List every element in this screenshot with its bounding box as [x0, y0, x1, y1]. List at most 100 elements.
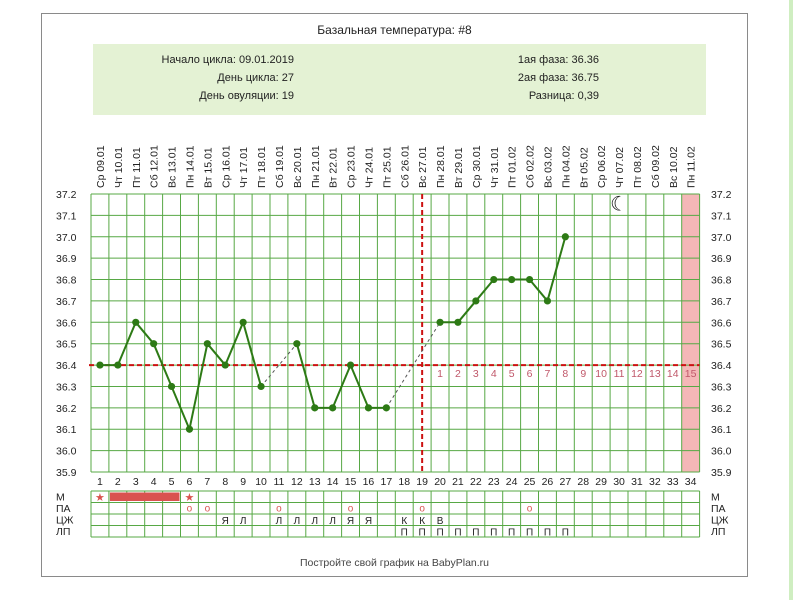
y-tick-label-right: 36.2 — [711, 403, 732, 415]
temperature-point — [132, 318, 140, 326]
pa-marker: o — [205, 503, 211, 514]
temperature-point — [364, 404, 373, 412]
phase2-day-number: 3 — [473, 368, 479, 380]
menstruation-bar — [109, 492, 180, 501]
phase1-label: 1ая фаза: 36.36 — [517, 54, 599, 66]
day-number-label: 31 — [631, 476, 643, 488]
temperature-point — [293, 340, 301, 348]
y-tick-label-left: 36.7 — [56, 296, 77, 308]
day-number-label: 7 — [204, 476, 210, 488]
phase2-day-number: 5 — [509, 368, 515, 380]
temperature-point — [508, 275, 516, 284]
y-tick-label-left: 36.3 — [56, 381, 77, 393]
date-tick-label: Сб 12.01 — [149, 145, 161, 188]
chart-frame: Базальная температура: #8 Начало цикла: … — [41, 13, 748, 577]
lp-marker: П — [436, 527, 443, 538]
day-number-label: 28 — [577, 476, 589, 488]
cm-marker: Л — [294, 516, 301, 527]
date-tick-label: Пн 14.01 — [184, 145, 196, 188]
date-tick-label: Пт 25.01 — [381, 146, 393, 188]
temperature-segment — [457, 300, 477, 323]
cycle-day-label: День цикла: 27 — [217, 72, 294, 84]
table-row-label-left: ЛП — [56, 526, 70, 538]
lp-marker: П — [401, 527, 408, 538]
temperature-point — [167, 382, 176, 391]
phase2-day-number: 13 — [649, 368, 661, 380]
day-number-label: 24 — [506, 476, 518, 488]
day-number-label: 5 — [169, 476, 175, 488]
lp-marker: П — [526, 527, 533, 538]
pa-marker: o — [419, 503, 425, 514]
phase2-day-number: 6 — [527, 368, 533, 380]
date-tick-label: Сб 26.01 — [399, 145, 411, 188]
day-number-label: 34 — [685, 476, 697, 488]
lp-marker: П — [544, 527, 551, 538]
date-tick-label: Сб 09.02 — [650, 145, 662, 188]
day-number-label: 8 — [222, 476, 228, 488]
cm-marker: В — [437, 516, 444, 527]
temperature-point — [561, 233, 569, 241]
y-tick-label-right: 36.8 — [711, 275, 732, 287]
temperature-point — [382, 404, 390, 412]
temperature-point — [257, 382, 265, 391]
date-tick-label: Пн 21.01 — [310, 145, 322, 188]
temperature-point — [346, 361, 355, 369]
chart-title: Базальная температура: #8 — [317, 23, 472, 37]
y-tick-label-left: 36.4 — [56, 360, 77, 372]
date-tick-label: Чт 10.01 — [113, 147, 125, 188]
pa-marker: o — [187, 503, 193, 514]
date-tick-label: Чт 24.01 — [363, 147, 375, 188]
phase2-day-number: 4 — [491, 368, 497, 380]
date-tick-label: Ср 30.01 — [471, 145, 483, 188]
phase2-day-number: 1 — [437, 368, 443, 380]
y-tick-label-left: 36.2 — [56, 403, 77, 415]
temperature-segment — [152, 343, 173, 387]
pa-marker: o — [348, 503, 354, 514]
day-number-label: 30 — [613, 476, 625, 488]
table-row-label-left: ЦЖ — [56, 515, 74, 527]
day-number-label: 18 — [398, 476, 410, 488]
temperature-point — [96, 361, 104, 369]
date-tick-label: Пн 11.02 — [686, 146, 698, 188]
day-number-label: 25 — [524, 476, 536, 488]
cm-marker: Л — [311, 516, 318, 527]
day-number-label: 22 — [470, 476, 482, 488]
date-tick-label: Пт 01.02 — [507, 146, 519, 188]
temperature-gap-segment — [385, 322, 441, 409]
y-tick-label-left: 37.0 — [56, 232, 77, 244]
y-tick-label-right: 37.2 — [711, 189, 732, 201]
temperature-segment — [242, 322, 263, 387]
date-tick-label: Сб 19.01 — [274, 145, 286, 188]
highlight-column — [681, 194, 700, 472]
day-number-label: 16 — [363, 476, 375, 488]
temperature-point — [114, 361, 122, 369]
phase2-day-number: 8 — [562, 368, 568, 380]
cm-marker: Л — [329, 516, 336, 527]
temperature-segment — [206, 343, 227, 366]
phase2-day-number: 14 — [667, 368, 679, 380]
date-tick-label: Ср 06.02 — [596, 145, 608, 188]
date-tick-label: Вт 29.01 — [453, 147, 465, 188]
table-row-label-left: М — [56, 492, 65, 504]
lp-marker: П — [490, 527, 497, 538]
menstruation-star: ★ — [185, 492, 195, 504]
day-number-label: 26 — [542, 476, 554, 488]
date-tick-label: Чт 17.01 — [238, 147, 250, 188]
temperature-segment — [116, 321, 137, 366]
day-number-label: 20 — [434, 476, 446, 488]
temperature-segment — [134, 321, 155, 345]
cm-marker: Л — [276, 516, 283, 527]
lp-marker: П — [419, 527, 426, 538]
cycle-info-panel: Начало цикла: 09.01.2019 День цикла: 27 … — [93, 44, 706, 115]
temperature-point — [185, 425, 194, 433]
cm-marker: Я — [347, 516, 354, 527]
y-tick-label-left: 36.0 — [56, 446, 77, 458]
date-tick-label: Вс 03.02 — [542, 146, 554, 188]
table-row-label-right: ПА — [711, 503, 726, 515]
y-tick-label-right: 36.3 — [711, 381, 732, 393]
date-tick-label: Ср 09.01 — [95, 145, 107, 188]
y-tick-label-right: 37.1 — [711, 210, 732, 222]
y-tick-label-right: 36.9 — [711, 253, 732, 265]
date-tick-label: Вт 05.02 — [578, 147, 590, 188]
